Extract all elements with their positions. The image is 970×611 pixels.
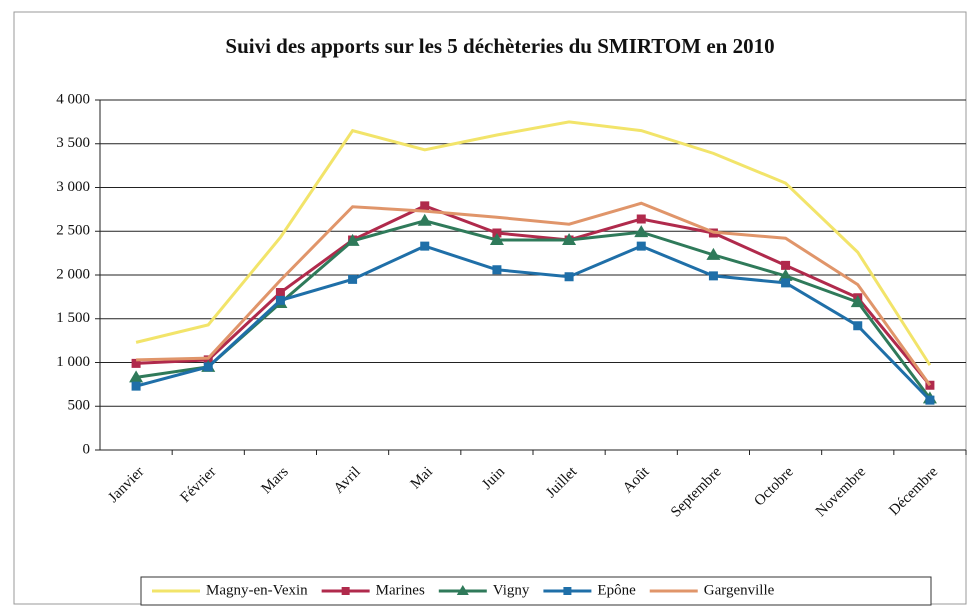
point: [489, 233, 504, 245]
point: [420, 201, 430, 211]
series-line: [136, 204, 932, 387]
y-tick-label: 2 000: [56, 266, 90, 282]
legend: Magny-en-Vexin Marines Vigny Epône Gargenvil…: [140, 576, 932, 606]
point: [636, 241, 646, 251]
point: [781, 278, 791, 288]
point: [492, 265, 502, 275]
point: [925, 395, 935, 405]
y-tick-label: 3 500: [56, 135, 90, 151]
y-tick-label: 4 000: [56, 91, 90, 107]
point: [131, 381, 141, 391]
point: [562, 233, 577, 245]
point: [417, 213, 432, 226]
y-tick-label: 1 000: [56, 354, 90, 370]
series-line: [135, 120, 932, 366]
point: [853, 321, 863, 331]
legend-label: Vigny: [493, 582, 530, 598]
y-tick-label: 500: [68, 398, 91, 414]
legend-label: Gargenville: [704, 582, 775, 598]
legend-marker: [563, 587, 572, 595]
series-line: [135, 244, 931, 402]
point: [129, 370, 144, 383]
series-line: [135, 219, 932, 400]
point: [348, 274, 358, 284]
y-tick-label: 2 500: [56, 223, 90, 239]
legend-label: Epône: [597, 582, 636, 598]
point: [634, 225, 649, 238]
point: [850, 295, 865, 308]
series-line: [136, 201, 932, 387]
chart-title: Suivi des apports sur les 5 déchèteries …: [225, 34, 774, 58]
legend-marker: [341, 587, 350, 595]
point: [275, 295, 285, 305]
point: [706, 247, 721, 260]
point: [564, 272, 574, 282]
legend-label: Marines: [376, 582, 425, 598]
point: [345, 233, 360, 246]
point: [708, 271, 718, 281]
y-tick-label: 1 500: [56, 310, 90, 326]
y-tick-label: 0: [83, 441, 91, 457]
point: [781, 260, 791, 270]
point: [203, 362, 213, 372]
point: [275, 288, 285, 297]
legend-label: Magny-en-Vexin: [206, 582, 308, 598]
legend-marker: [456, 585, 469, 595]
legend-box: [140, 576, 932, 606]
y-tick-label: 3 000: [56, 179, 90, 195]
point: [420, 241, 430, 251]
point: [778, 268, 793, 281]
point: [636, 214, 646, 224]
chart-frame: [13, 11, 967, 605]
